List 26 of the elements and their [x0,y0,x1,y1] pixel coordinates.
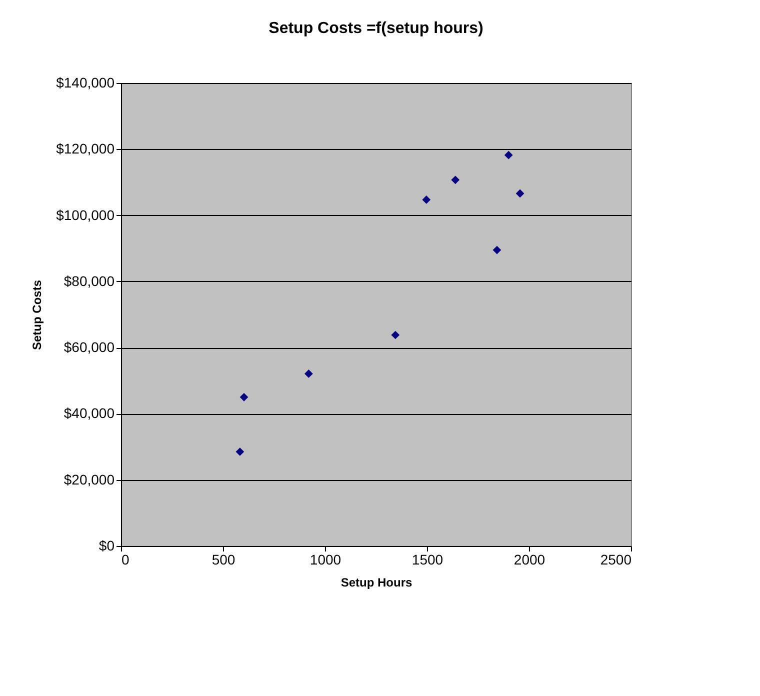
point [492,246,502,254]
y-tick-label: $120,000 [56,140,115,157]
point [304,370,313,378]
x-tick-label: 1500 [412,552,444,568]
point [516,189,524,198]
x-axis-title: Setup Hours [340,576,412,590]
point [240,392,248,402]
point [422,196,431,204]
point [391,330,400,340]
y-axis-title: Setup Costs [30,280,44,350]
y-tick-label: $80,000 [64,272,115,289]
y-tick-label: $60,000 [64,339,115,356]
y-tick-label: $20,000 [64,471,115,488]
y-tick-label: $0 [98,538,115,554]
x-tick-label: 0 [122,552,130,568]
x-tick-label: 500 [212,552,236,568]
point [504,150,513,160]
x-tick-label: 2000 [514,552,546,568]
chart-title: Setup Costs =f(setup hours) [268,20,484,37]
point [451,176,460,184]
x-tick-label: 2500 [600,552,632,568]
point [236,448,244,456]
y-tick-label: $100,000 [56,206,115,223]
y-tick-label: $40,000 [64,405,115,422]
y-tick-label: $140,000 [56,74,115,90]
x-tick-label: 1000 [310,552,342,568]
